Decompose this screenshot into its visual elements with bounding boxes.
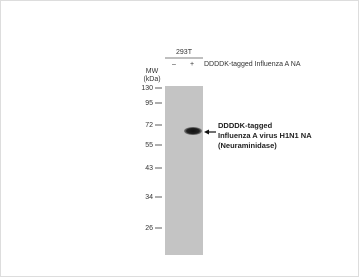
lane-label: + (190, 61, 194, 68)
marker-label: 130 (141, 85, 153, 92)
cell-line: 293T (176, 49, 193, 56)
marker-label: 72 (145, 122, 153, 129)
marker-label: 34 (145, 194, 153, 201)
blot-lane (165, 86, 203, 255)
band-label: DDDDK-tagged (218, 121, 273, 130)
marker-label: 95 (145, 100, 153, 107)
lane-label: – (172, 61, 176, 68)
band-label: (Neuraminidase) (218, 141, 277, 150)
mw-unit: (kDa) (143, 76, 160, 83)
band (184, 127, 202, 135)
marker-label: 43 (145, 165, 153, 172)
mw-label: MW (146, 68, 159, 75)
figure: 293T – + DDDDK-tagged Influenza A NA MW … (0, 0, 359, 277)
marker-label: 55 (145, 142, 153, 149)
band-label: Influenza A virus H1N1 NA (218, 131, 312, 140)
treatment-label: DDDDK-tagged Influenza A NA (204, 61, 301, 68)
marker-label: 26 (145, 225, 153, 232)
